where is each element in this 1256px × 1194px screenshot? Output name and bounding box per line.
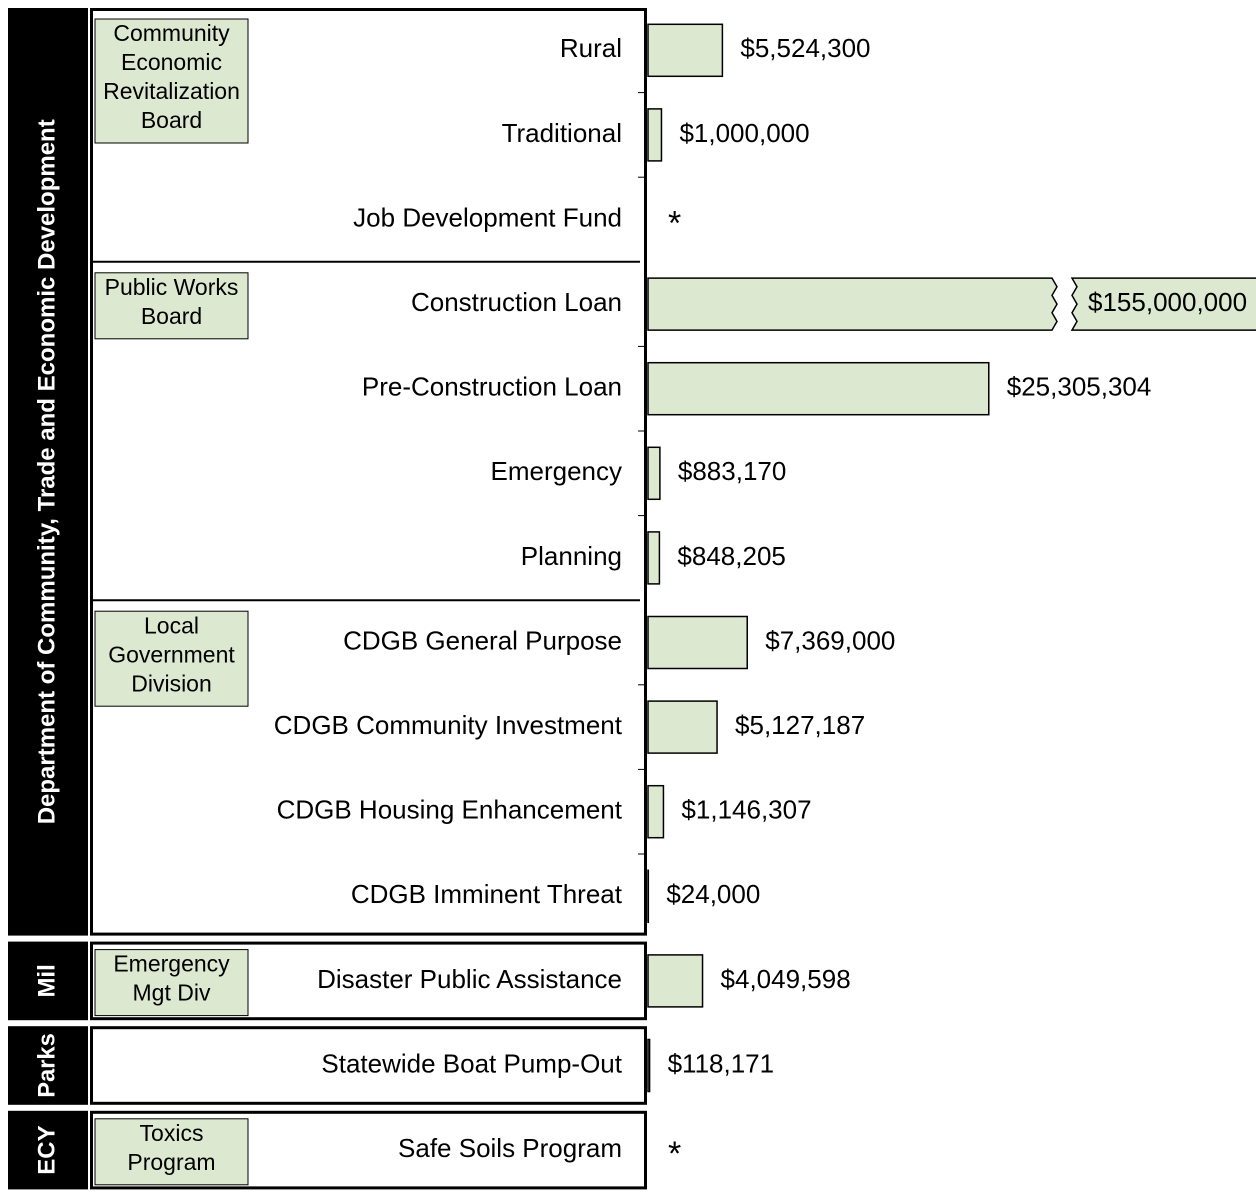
subgroup-label: Community Economic Revitalization Board (94, 18, 249, 144)
category-label: Emergency (491, 456, 623, 486)
value-label: $4,049,598 (721, 964, 851, 994)
group-box (90, 1110, 647, 1190)
category-label: Construction Loan (411, 287, 622, 317)
category-label: Traditional (502, 118, 622, 148)
subgroup-box (94, 272, 249, 340)
subgroup-label-line: Local (144, 612, 199, 638)
subgroup-label-line: Public Works (105, 274, 239, 300)
bar (647, 277, 1058, 331)
subgroup-label: Local Government Division (94, 610, 249, 707)
department-band (8, 941, 88, 1021)
bar (647, 1038, 651, 1093)
category-label: Safe Soils Program (398, 1133, 622, 1163)
bar (647, 23, 724, 78)
category-label: CDGB Community Investment (274, 710, 623, 740)
subgroup-label-line: Economic (121, 49, 222, 75)
group-box (90, 941, 647, 1021)
subgroup-box (94, 18, 249, 144)
value-label: $5,127,187 (735, 710, 865, 740)
department-label: ECY (33, 1125, 60, 1174)
value-label: $24,000 (666, 879, 760, 909)
subgroup-label: Toxics Program (94, 1118, 249, 1186)
value-label: * (668, 204, 681, 242)
subgroup-box (94, 1118, 249, 1186)
value-label: $118,171 (668, 1048, 775, 1078)
department-label: Mil (33, 964, 60, 997)
department-label: Department of Community, Trade and Econo… (33, 119, 60, 824)
subgroup-label-line: Program (127, 1149, 215, 1175)
category-label: CDGB Housing Enhancement (277, 795, 623, 825)
value-label: $25,305,304 (1007, 372, 1152, 402)
category-label: CDGB Imminent Threat (351, 879, 623, 909)
subgroup-label-line: Toxics (140, 1120, 204, 1146)
value-label: $1,000,000 (679, 118, 809, 148)
department-band (8, 1110, 88, 1190)
subgroup-label-line: Board (141, 107, 202, 133)
subgroup-label-line: Government (108, 641, 235, 667)
subgroup-box (94, 610, 249, 707)
department-label: Parks (33, 1033, 60, 1098)
value-label: * (668, 1135, 681, 1173)
group-box (90, 8, 647, 936)
bar (647, 108, 663, 162)
bar (647, 531, 661, 585)
subgroup-label: Public Works Board (94, 272, 249, 340)
value-label: $5,524,300 (740, 33, 870, 63)
value-label: $1,146,307 (681, 795, 811, 825)
bar-overflow (1070, 277, 1256, 331)
bar (647, 615, 748, 670)
category-label: Planning (521, 541, 622, 571)
department-band (8, 8, 88, 936)
subgroup-label-line: Community (113, 20, 230, 46)
subgroup-label-line: Emergency (113, 951, 230, 977)
subgroup-label-line: Mgt Div (133, 980, 211, 1006)
category-label: Disaster Public Assistance (317, 964, 622, 994)
value-label: $155,000,000 (1088, 287, 1247, 317)
category-label: Rural (560, 33, 622, 63)
subgroup-label-line: Revitalization (103, 78, 240, 104)
subgroup-box (94, 949, 249, 1017)
value-label: $883,170 (678, 456, 786, 486)
subgroup-label: Emergency Mgt Div (94, 949, 249, 1017)
category-label: Job Development Fund (353, 202, 622, 232)
bar (647, 446, 661, 501)
subgroup-label-line: Division (131, 670, 212, 696)
category-label: CDGB General Purpose (343, 625, 622, 655)
bar (647, 784, 665, 839)
subgroup-label-line: Board (141, 303, 202, 329)
value-label: $848,205 (677, 541, 785, 571)
bar (647, 954, 704, 1008)
group-box (90, 1026, 647, 1105)
value-label: $7,369,000 (765, 625, 895, 655)
category-label: Statewide Boat Pump-Out (321, 1048, 622, 1078)
bar (647, 361, 990, 416)
bar (647, 700, 718, 754)
category-label: Pre-Construction Loan (362, 372, 622, 402)
department-band (8, 1026, 88, 1105)
